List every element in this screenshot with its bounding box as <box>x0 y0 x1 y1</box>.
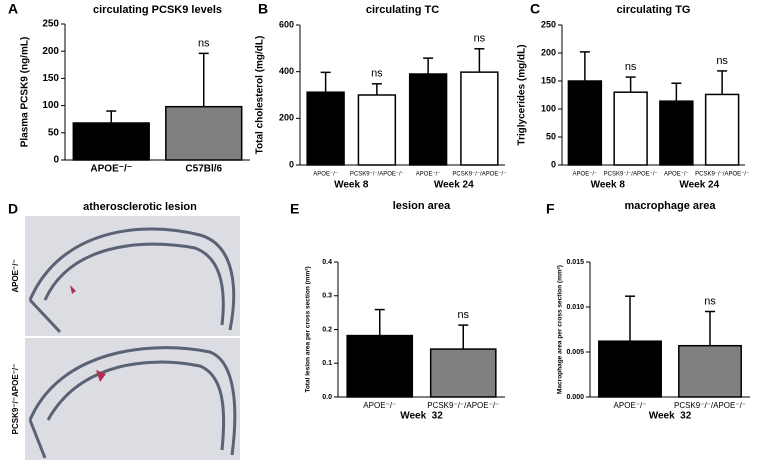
bar <box>408 73 448 166</box>
y-axis-title: Total cholesterol (mg/dL) <box>255 36 266 155</box>
y-tick-label: 0 <box>53 155 59 166</box>
y-tick-label: 50 <box>546 131 556 141</box>
panel-letter: F <box>546 201 555 217</box>
x-tick-label: PCSK9⁻/⁻/APOE⁻/⁻ <box>604 172 658 178</box>
x-tick-label: APOE⁻/⁻ <box>416 172 441 178</box>
row-label: APOE⁻/⁻ <box>11 259 20 292</box>
y-tick-label: 200 <box>42 46 59 57</box>
y-tick-label: 150 <box>42 73 59 84</box>
bar <box>429 348 497 398</box>
y-tick-label: 0.4 <box>322 259 332 266</box>
y-tick-label: 0 <box>551 159 556 169</box>
x-tick-label: PCSK9⁻/⁻/APOE⁻/⁻ <box>350 172 404 178</box>
micrograph <box>25 216 240 336</box>
x-tick-label: C57Bl/6 <box>185 164 222 175</box>
group-label: Week 24 <box>434 180 474 191</box>
y-tick-label: 400 <box>279 66 294 76</box>
y-tick-label: 0.3 <box>322 293 332 300</box>
panel-letter: C <box>530 1 540 17</box>
x-tick-label: PCSK9⁻/⁻/APOE⁻/⁻ <box>452 172 506 178</box>
bar <box>678 344 742 398</box>
row-label: PCSK9⁻/⁻APOE⁻/⁻ <box>11 364 20 435</box>
y-tick-label: 0.1 <box>322 360 332 367</box>
x-axis-title: Week 32 <box>649 411 692 422</box>
y-tick-label: 50 <box>48 127 60 138</box>
y-tick-label: 0.015 <box>566 259 584 266</box>
panel-title: atherosclerotic lesion <box>83 201 197 213</box>
y-tick-label: 0.2 <box>322 326 332 333</box>
y-axis-title: Macrophage area per cross section (mm²) <box>557 265 564 394</box>
y-axis-title: Triglycerides (mg/dL) <box>517 44 528 145</box>
annotation: ns <box>625 61 637 73</box>
tissue <box>28 227 236 334</box>
x-axis-title: Week 32 <box>400 411 443 422</box>
bar <box>613 91 648 166</box>
x-tick-label: APOE⁻/⁻ <box>313 172 338 178</box>
bar <box>659 100 694 166</box>
y-tick-label: 100 <box>42 100 59 111</box>
y-tick-label: 250 <box>42 19 59 30</box>
micrograph <box>25 338 240 460</box>
x-tick-label: APOE⁻/⁻ <box>573 172 598 178</box>
y-tick-label: 0.005 <box>566 349 584 356</box>
panel-letter: B <box>258 1 268 17</box>
annotation: ns <box>474 33 486 45</box>
panel-letter: D <box>8 201 18 217</box>
annotation: ns <box>704 295 716 307</box>
panel-title: macrophage area <box>624 200 716 212</box>
annotation: ns <box>716 55 728 67</box>
bar <box>704 93 740 166</box>
y-axis-title: Plasma PCSK9 (ng/mL) <box>20 37 31 148</box>
image-panel: D atherosclerotic lesion APOE⁻/⁻ PCSK9⁻/… <box>8 201 240 460</box>
y-tick-label: 0.0 <box>322 394 332 401</box>
lesion <box>70 285 76 294</box>
y-tick-label: 100 <box>541 103 556 113</box>
panel-title: circulating TC <box>366 4 439 16</box>
panel-letter: E <box>290 201 299 217</box>
y-tick-label: 150 <box>541 75 556 85</box>
y-tick-label: 250 <box>541 19 556 29</box>
lesion <box>96 370 106 382</box>
x-tick-label: APOE⁻/⁻ <box>90 164 132 175</box>
panel-title: lesion area <box>393 200 451 212</box>
x-tick-label: APOE⁻/⁻ <box>363 401 396 410</box>
annotation: ns <box>198 37 210 49</box>
bar <box>460 71 499 166</box>
x-tick-label: APOE⁻/⁻ <box>614 401 647 410</box>
tissue <box>28 346 237 459</box>
y-axis-title: Total lesion area per cross section (mm²… <box>305 266 312 392</box>
y-tick-label: 0.000 <box>566 394 584 401</box>
x-tick-label: PCSK9⁻/⁻/APOE⁻/⁻ <box>674 401 746 410</box>
y-tick-label: 0.010 <box>566 304 584 311</box>
panel-title: circulating TG <box>617 4 691 16</box>
y-tick-label: 200 <box>279 113 294 123</box>
group-label: Week 8 <box>591 180 626 191</box>
x-tick-label: PCSK9⁻/⁻/APOE⁻/⁻ <box>427 401 499 410</box>
y-tick-label: 0 <box>289 159 294 169</box>
bar <box>165 105 243 161</box>
x-tick-label: PCSK9⁻/⁻/APOE⁻/⁻ <box>695 172 749 178</box>
annotation: ns <box>371 68 383 80</box>
bar <box>567 80 603 166</box>
y-tick-label: 200 <box>541 47 556 57</box>
group-label: Week 8 <box>334 180 369 191</box>
bar <box>346 334 414 398</box>
y-tick-label: 600 <box>279 19 294 29</box>
group-label: Week 24 <box>679 180 719 191</box>
annotation: ns <box>457 309 469 321</box>
bar <box>357 94 397 166</box>
panel-title: circulating PCSK9 levels <box>93 4 222 16</box>
panel-letter: A <box>8 1 18 17</box>
x-tick-label: APOE⁻/⁻ <box>664 172 689 178</box>
bar <box>306 91 345 166</box>
bar <box>72 122 150 161</box>
bar <box>598 340 662 398</box>
